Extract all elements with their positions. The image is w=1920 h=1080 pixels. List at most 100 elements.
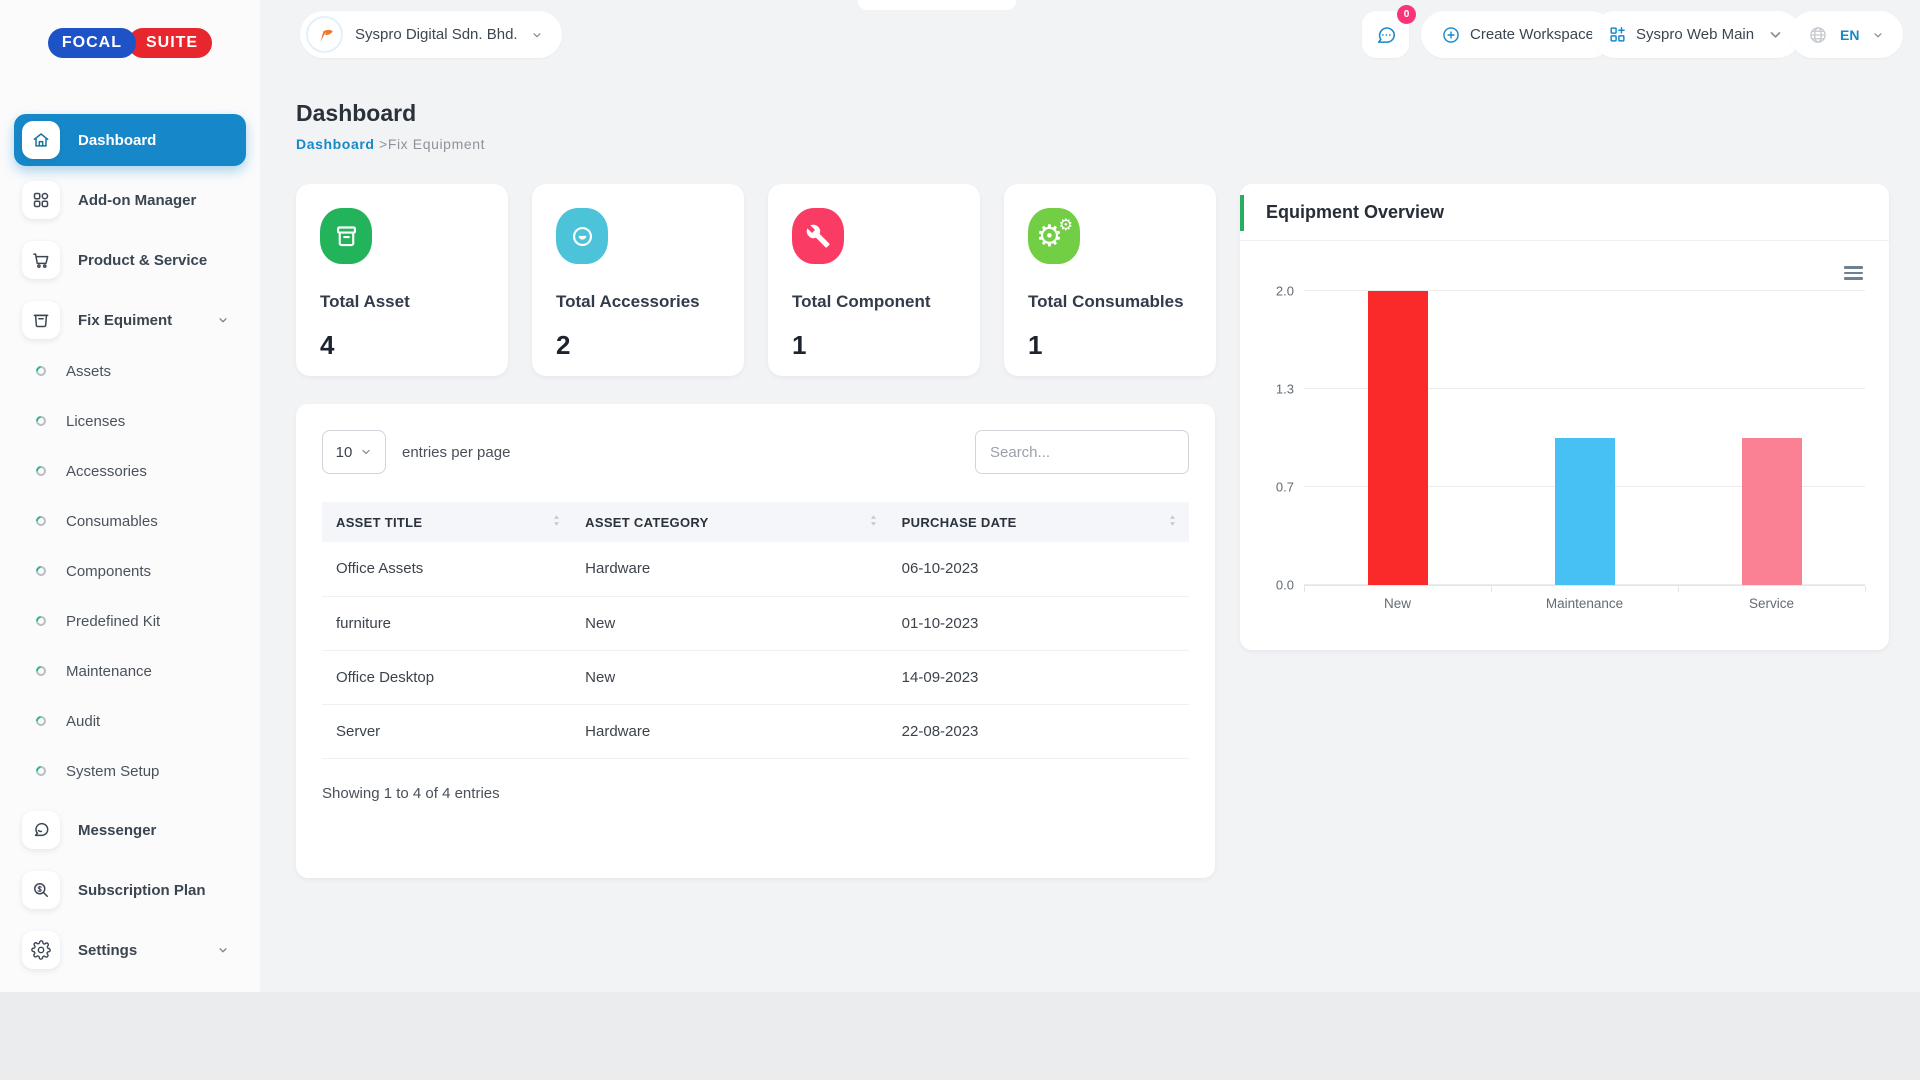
sidebar-subitem-label: Maintenance xyxy=(66,662,152,680)
sidebar-subitem-consumables[interactable]: Consumables xyxy=(0,496,260,546)
stat-label: Total Asset xyxy=(320,292,410,311)
sidebar-subitem-assets[interactable]: Assets xyxy=(0,346,260,396)
sidebar-item-label: Dashboard xyxy=(78,131,157,149)
bar-slot-maintenance xyxy=(1491,291,1678,585)
breadcrumb-current: Fix Equipment xyxy=(387,136,486,152)
cell-asset-title: Office Assets xyxy=(322,542,574,597)
entries-per-page-select[interactable]: 10 xyxy=(322,430,386,474)
chevron-down-icon xyxy=(1766,25,1785,44)
language-selector[interactable]: EN xyxy=(1790,11,1904,58)
bullet-icon xyxy=(33,363,49,379)
column-header-asset-category[interactable]: ASSET CATEGORY xyxy=(573,502,890,542)
table-row: Server Hardware 22-08-2023 xyxy=(322,704,1189,759)
breadcrumb: Dashboard >Fix Equipment xyxy=(296,136,485,152)
bar-slot-service xyxy=(1678,291,1865,585)
chevron-down-icon xyxy=(360,446,372,458)
brand-logo: FOCAL SUITE xyxy=(0,28,260,58)
x-axis-label-new: New xyxy=(1383,596,1411,611)
bar-service[interactable] xyxy=(1741,438,1802,585)
table-row: Office Assets Hardware 06-10-2023 xyxy=(322,542,1189,597)
stat-label: Total Component xyxy=(792,292,931,311)
sidebar-item-subscription-plan[interactable]: Subscription Plan xyxy=(14,864,246,916)
stat-card-total-component: Total Component 1 xyxy=(768,184,980,376)
workspace-name: Syspro Web Main xyxy=(1636,26,1755,43)
sidebar-subitem-label: Audit xyxy=(66,712,101,730)
bullet-icon xyxy=(33,413,49,429)
sidebar-item-label: Messenger xyxy=(78,821,157,839)
workspace-selector[interactable]: Syspro Web Main xyxy=(1592,11,1802,58)
sidebar-item-label: Fix Equiment xyxy=(78,311,173,329)
breadcrumb-dashboard-link[interactable]: Dashboard xyxy=(296,136,375,152)
table-row: furniture New 01-10-2023 xyxy=(322,596,1189,651)
sidebar-subitem-accessories[interactable]: Accessories xyxy=(0,446,260,496)
sidebar-subitem-label: Assets xyxy=(66,362,112,380)
sidebar-subitem-audit[interactable]: Audit xyxy=(0,696,260,746)
bar-new[interactable] xyxy=(1367,291,1428,585)
cell-asset-title: furniture xyxy=(322,596,574,651)
grid-plus-icon xyxy=(1608,25,1627,44)
column-header-purchase-date[interactable]: PURCHASE DATE xyxy=(889,502,1189,542)
search-input[interactable] xyxy=(975,430,1189,474)
sidebar-item-label: Product & Service xyxy=(78,251,208,269)
sidebar-item-dashboard[interactable]: Dashboard xyxy=(14,114,246,166)
sidebar-item-fix-equiment[interactable]: Fix Equiment xyxy=(14,294,246,346)
sidebar-subitem-system-setup[interactable]: System Setup xyxy=(0,746,260,796)
sidebar-subitem-label: Consumables xyxy=(66,512,158,530)
equipment-overview-card: Equipment Overview 0.0 0.7 1.3 2.0 New Maint… xyxy=(1240,184,1889,650)
top-edge-artifact xyxy=(858,0,1016,10)
chart-menu-icon[interactable] xyxy=(1844,266,1863,280)
create-workspace-label: Create Workspace xyxy=(1470,26,1594,43)
table-row: Office Desktop New 14-09-2023 xyxy=(322,650,1189,705)
sidebar-subitem-label: Predefined Kit xyxy=(66,612,161,630)
messages-button[interactable]: 0 xyxy=(1362,5,1416,58)
column-header-asset-title[interactable]: ASSET TITLE xyxy=(322,502,574,542)
stat-value: 4 xyxy=(320,330,335,360)
table-body: Office Assets Hardware 06-10-2023 furniture… xyxy=(322,542,1189,759)
sidebar-item-settings[interactable]: Settings xyxy=(14,924,246,976)
sidebar-subitem-label: Components xyxy=(66,562,152,580)
entries-per-page-label: entries per page xyxy=(402,443,511,461)
page-title: Dashboard xyxy=(296,100,417,126)
sidebar-item-label: Subscription Plan xyxy=(78,881,206,899)
company-selector[interactable]: Syspro Digital Sdn. Bhd. xyxy=(300,11,562,58)
sidebar-subitem-components[interactable]: Components xyxy=(0,546,260,596)
sidebar-subitem-licenses[interactable]: Licenses xyxy=(0,396,260,446)
cell-purchase-date: 01-10-2023 xyxy=(889,596,1189,651)
stat-card-total-consumables: ⚙ ⚙ Total Consumables 1 xyxy=(1004,184,1216,376)
x-axis-tick xyxy=(1491,586,1492,592)
sidebar-item-messenger[interactable]: Messenger xyxy=(14,804,246,856)
x-axis-label-maintenance: Maintenance xyxy=(1545,596,1624,611)
bullet-icon xyxy=(33,663,49,679)
chevron-down-icon xyxy=(216,943,230,957)
x-axis-tick xyxy=(1678,586,1679,592)
sidebar-item-product-service[interactable]: Product & Service xyxy=(14,234,246,286)
stat-value: 1 xyxy=(792,330,807,360)
brand-suite: SUITE xyxy=(127,28,213,58)
archive-box-icon xyxy=(320,208,372,264)
bullet-icon xyxy=(33,463,49,479)
breadcrumb-separator: > xyxy=(379,136,388,152)
column-label: PURCHASE DATE xyxy=(901,514,1017,530)
sidebar-nav: Dashboard Add-on Manager Product & Service… xyxy=(0,114,260,976)
cell-asset-category: Hardware xyxy=(573,704,890,759)
stat-card-total-asset: Total Asset 4 xyxy=(296,184,508,376)
sidebar-subitem-maintenance[interactable]: Maintenance xyxy=(0,646,260,696)
stat-card-total-accessories: Total Accessories 2 xyxy=(532,184,744,376)
cell-asset-title: Office Desktop xyxy=(322,650,574,705)
bullet-icon xyxy=(33,763,49,779)
bullet-icon xyxy=(33,613,49,629)
create-workspace-button[interactable]: Create Workspace xyxy=(1421,11,1614,58)
assets-table-card: 10 entries per page ASSET TITLE ASSET CAT… xyxy=(296,404,1215,878)
y-axis-tick-label: 2.0 xyxy=(1275,283,1294,299)
bullet-icon xyxy=(33,713,49,729)
sidebar-subitem-label: Licenses xyxy=(66,412,126,430)
gridline xyxy=(1304,290,1865,291)
bar-maintenance[interactable] xyxy=(1554,438,1615,585)
sidebar-item-add-on-manager[interactable]: Add-on Manager xyxy=(14,174,246,226)
company-logo-icon xyxy=(306,16,343,53)
stat-cards: Total Asset 4 Total Accessories 2 Total Comp… xyxy=(296,184,1216,376)
cell-purchase-date: 14-09-2023 xyxy=(889,650,1189,705)
sidebar-subitem-predefined-kit[interactable]: Predefined Kit xyxy=(0,596,260,646)
stat-value: 2 xyxy=(556,330,571,360)
table-header-row: ASSET TITLE ASSET CATEGORY PURCHASE DATE xyxy=(322,502,1189,542)
